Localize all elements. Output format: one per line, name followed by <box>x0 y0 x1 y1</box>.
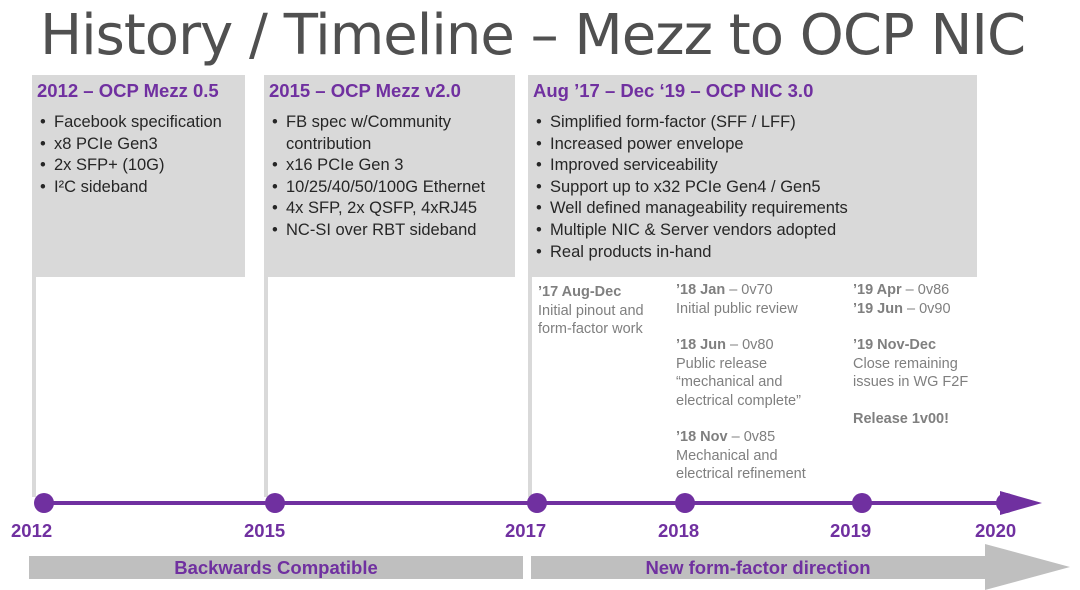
milestone-label: ’18 Jun <box>676 337 726 353</box>
era-bullets: Facebook specification x8 PCIe Gen3 2x S… <box>37 112 245 198</box>
timeline-dot-2015 <box>265 493 285 513</box>
milestone-desc: Mechanical and <box>676 447 778 464</box>
milestone-2018-jun: ’18 Jun – 0v80 Public release “mechanica… <box>676 336 801 410</box>
milestone-desc: issues in WG F2F <box>853 374 969 390</box>
milestone-desc: “mechanical and <box>676 374 783 390</box>
milestone-label: ’17 Aug-Dec <box>538 284 622 300</box>
band-arrowhead-icon <box>985 544 1070 590</box>
milestone-desc: electrical complete” <box>676 392 801 409</box>
milestone-2018-jan: ’18 Jan – 0v70 Initial public review <box>676 281 798 318</box>
bullet: Facebook specification <box>37 112 245 134</box>
era-bullets: FB spec w/Community contribution x16 PCI… <box>269 112 494 242</box>
year-label-2018: 2018 <box>658 520 700 541</box>
timeline-dot-2019 <box>852 493 872 513</box>
band-new-form-factor: New form-factor direction <box>531 556 985 579</box>
milestone-version: 0v86 <box>917 282 950 298</box>
milestone-desc: Close remaining <box>853 355 958 372</box>
era-box-2017: Aug ’17 – Dec ‘19 – OCP NIC 3.0 Simplifi… <box>528 75 977 277</box>
milestone-desc: form-factor work <box>538 321 643 337</box>
bullet: FB spec w/Community contribution <box>269 112 494 155</box>
timeline-dot-2012 <box>34 493 54 513</box>
bullet: Multiple NIC & Server vendors adopted <box>533 220 977 242</box>
milestone-label: ’18 Jan <box>676 282 726 298</box>
slide-title: History / Timeline – Mezz to OCP NIC <box>40 3 1026 68</box>
bullet: NC-SI over RBT sideband <box>269 220 494 242</box>
timeline-dot-2020 <box>996 493 1016 513</box>
year-label-2019: 2019 <box>830 520 872 541</box>
bullet: Improved serviceability <box>533 155 977 177</box>
milestone-desc: Public release <box>676 355 768 372</box>
era-divider-2017 <box>528 277 532 497</box>
year-label-2015: 2015 <box>244 520 286 541</box>
era-box-2012: 2012 – OCP Mezz 0.5 Facebook specificati… <box>32 75 245 277</box>
era-divider-2012 <box>32 277 36 497</box>
milestone-label: ’19 Apr <box>853 282 902 298</box>
era-bullets: Simplified form-factor (SFF / LFF) Incre… <box>533 112 977 263</box>
era-heading: Aug ’17 – Dec ‘19 – OCP NIC 3.0 <box>533 80 814 101</box>
bullet: I²C sideband <box>37 177 245 199</box>
timeline-dot-2018 <box>675 493 695 513</box>
year-label-2017: 2017 <box>505 520 547 541</box>
milestone-version: 0v80 <box>742 337 774 353</box>
milestone-2019-nov-dec: ’19 Nov-Dec Close remaining issues in WG… <box>853 336 968 392</box>
milestone-desc: Initial pinout and <box>538 302 644 319</box>
year-label-2012: 2012 <box>11 520 53 541</box>
separator: – <box>725 337 743 353</box>
release-label: Release 1v00! <box>853 411 949 427</box>
milestone-version: 0v70 <box>741 282 773 298</box>
bullet: Well defined manageability requirements <box>533 198 977 220</box>
milestone-desc: electrical refinement <box>676 466 806 482</box>
timeline-dot-2017 <box>527 493 547 513</box>
milestone-version: 0v85 <box>743 429 776 445</box>
separator: – <box>901 282 918 298</box>
band-backwards-compatible: Backwards Compatible <box>29 556 523 579</box>
bullet: Simplified form-factor (SFF / LFF) <box>533 112 977 134</box>
bullet: 10/25/40/50/100G Ethernet <box>269 177 494 199</box>
separator: – <box>725 282 742 298</box>
era-divider-2015 <box>264 277 268 497</box>
bullet: 2x SFP+ (10G) <box>37 155 245 177</box>
era-heading: 2012 – OCP Mezz 0.5 <box>37 80 219 101</box>
bullet: x16 PCIe Gen 3 <box>269 155 494 177</box>
separator: – <box>727 429 744 445</box>
timeline-axis <box>44 501 1004 505</box>
milestone-2019-apr-jun: ’19 Apr – 0v86 ’19 Jun – 0v90 <box>853 281 951 318</box>
milestone-label: ’18 Nov <box>676 429 728 445</box>
bullet: Real products in-hand <box>533 242 977 264</box>
milestone-label: ’19 Nov-Dec <box>853 337 937 353</box>
milestone-label: ’19 Jun <box>853 300 903 317</box>
milestone-2018-nov: ’18 Nov – 0v85 Mechanical and electrical… <box>676 428 806 484</box>
bullet: Support up to x32 PCIe Gen4 / Gen5 <box>533 177 977 199</box>
bullet: x8 PCIe Gen3 <box>37 134 245 156</box>
milestone-desc: Initial public review <box>676 300 798 317</box>
separator: – <box>902 300 920 317</box>
milestone-2017-aug-dec: ’17 Aug-Dec Initial pinout and form-fact… <box>538 283 644 339</box>
year-label-2020: 2020 <box>975 520 1017 541</box>
bullet: 4x SFP, 2x QSFP, 4xRJ45 <box>269 198 494 220</box>
era-box-2015: 2015 – OCP Mezz v2.0 FB spec w/Community… <box>264 75 515 277</box>
milestone-release: Release 1v00! <box>853 410 949 429</box>
milestone-version: 0v90 <box>919 300 951 317</box>
bullet: Increased power envelope <box>533 134 977 156</box>
era-heading: 2015 – OCP Mezz v2.0 <box>269 80 461 101</box>
